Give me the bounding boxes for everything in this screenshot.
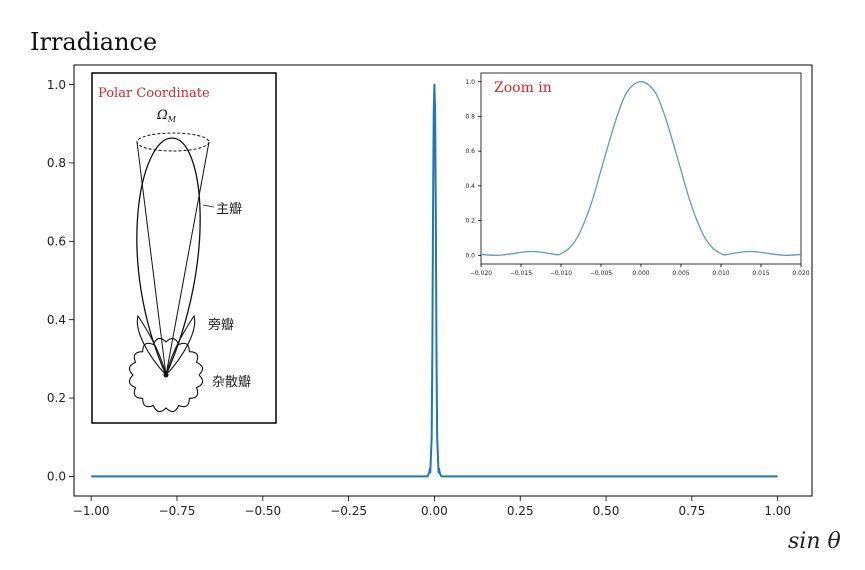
y-tick-label: 1.0 bbox=[47, 78, 66, 92]
x-tick-label: 0.00 bbox=[421, 504, 448, 518]
side-lobe-right bbox=[164, 314, 196, 377]
main-x-axis: −1.00 −0.75 −0.50 −0.25 0.00 0.25 0.50 0.75 1.00 bbox=[73, 496, 791, 518]
polar-inset-frame bbox=[91, 72, 277, 424]
series-line bbox=[480, 81, 802, 256]
polar-inset: Polar Coordinate ΩM 主瓣 旁瓣 杂散瓣 bbox=[91, 72, 277, 424]
x-tick-label: 0.020 bbox=[792, 270, 809, 277]
origin-point bbox=[163, 372, 169, 378]
x-tick-label: 0.50 bbox=[593, 504, 620, 518]
main-series bbox=[91, 83, 778, 478]
y-tick-label: 0.6 bbox=[465, 148, 475, 155]
x-tick-label: −0.005 bbox=[590, 270, 612, 277]
main-lobe bbox=[136, 137, 201, 377]
side-lobe-label: 旁瓣 bbox=[208, 317, 234, 333]
y-tick-label: 0.6 bbox=[47, 235, 66, 249]
y-tick-label: 0.2 bbox=[465, 218, 475, 225]
x-tick-label: −0.015 bbox=[510, 270, 532, 277]
stray-lobe-label: 杂散瓣 bbox=[212, 375, 251, 390]
y-tick-label: 1.0 bbox=[465, 79, 475, 86]
zoom-inset: Zoom in −0.020 −0.015 −0.010 −0.005 0.000 0.0… bbox=[456, 68, 810, 277]
y-tick-label: 0.8 bbox=[47, 156, 66, 170]
main-lobe-leader bbox=[202, 204, 215, 208]
zoom-y-axis: 0.0 0.2 0.4 0.6 0.8 1.0 bbox=[465, 79, 481, 259]
x-tick-label: −0.75 bbox=[159, 504, 196, 518]
main-lobe-label: 主瓣 bbox=[216, 202, 242, 217]
zoom-inset-bg bbox=[456, 68, 808, 276]
x-axis-label: sin θ bbox=[788, 529, 841, 554]
polar-inset-title: Polar Coordinate bbox=[98, 86, 210, 101]
series-line bbox=[91, 83, 778, 478]
x-tick-label: −0.010 bbox=[550, 270, 572, 277]
main-chart: Irradiance −1.00 −0.75 −0.50 −0.25 0.00 0.25 0… bbox=[30, 28, 841, 554]
main-plot-frame bbox=[73, 64, 813, 497]
main-y-axis: 0.0 0.2 0.4 0.6 0.8 1.0 bbox=[47, 78, 74, 484]
omega-symbol: Ω bbox=[156, 108, 168, 123]
x-tick-label: 0.015 bbox=[752, 270, 769, 277]
x-tick-label: 1.00 bbox=[764, 504, 791, 518]
x-tick-label: −0.25 bbox=[330, 504, 367, 518]
x-tick-label: 0.25 bbox=[507, 504, 534, 518]
y-tick-label: 0.0 bbox=[465, 252, 475, 259]
x-tick-label: 0.005 bbox=[672, 270, 689, 277]
zoom-x-axis: −0.020 −0.015 −0.010 −0.005 0.000 0.005 0.010 0… bbox=[470, 264, 810, 277]
stray-lobes bbox=[128, 337, 204, 413]
omega-subscript: M bbox=[167, 115, 177, 124]
y-tick-label: 0.4 bbox=[465, 183, 475, 190]
cone-right-edge bbox=[165, 141, 210, 376]
x-tick-label: −0.020 bbox=[470, 270, 492, 277]
x-tick-label: 0.75 bbox=[679, 504, 706, 518]
y-tick-label: 0.2 bbox=[47, 391, 66, 405]
zoom-inset-title: Zoom in bbox=[494, 80, 552, 96]
y-tick-label: 0.4 bbox=[47, 313, 66, 327]
zoom-series bbox=[480, 81, 802, 256]
cone-left-edge bbox=[136, 141, 167, 376]
x-tick-label: 0.010 bbox=[712, 270, 729, 277]
y-tick-label: 0.8 bbox=[465, 114, 475, 121]
x-tick-label: 0.000 bbox=[632, 270, 649, 277]
omega-label: ΩM bbox=[156, 108, 177, 124]
x-tick-label: −0.50 bbox=[244, 504, 281, 518]
side-lobe-left bbox=[136, 314, 168, 377]
chart-title: Irradiance bbox=[30, 28, 157, 56]
x-tick-label: −1.00 bbox=[73, 504, 110, 518]
y-tick-label: 0.0 bbox=[47, 470, 66, 484]
